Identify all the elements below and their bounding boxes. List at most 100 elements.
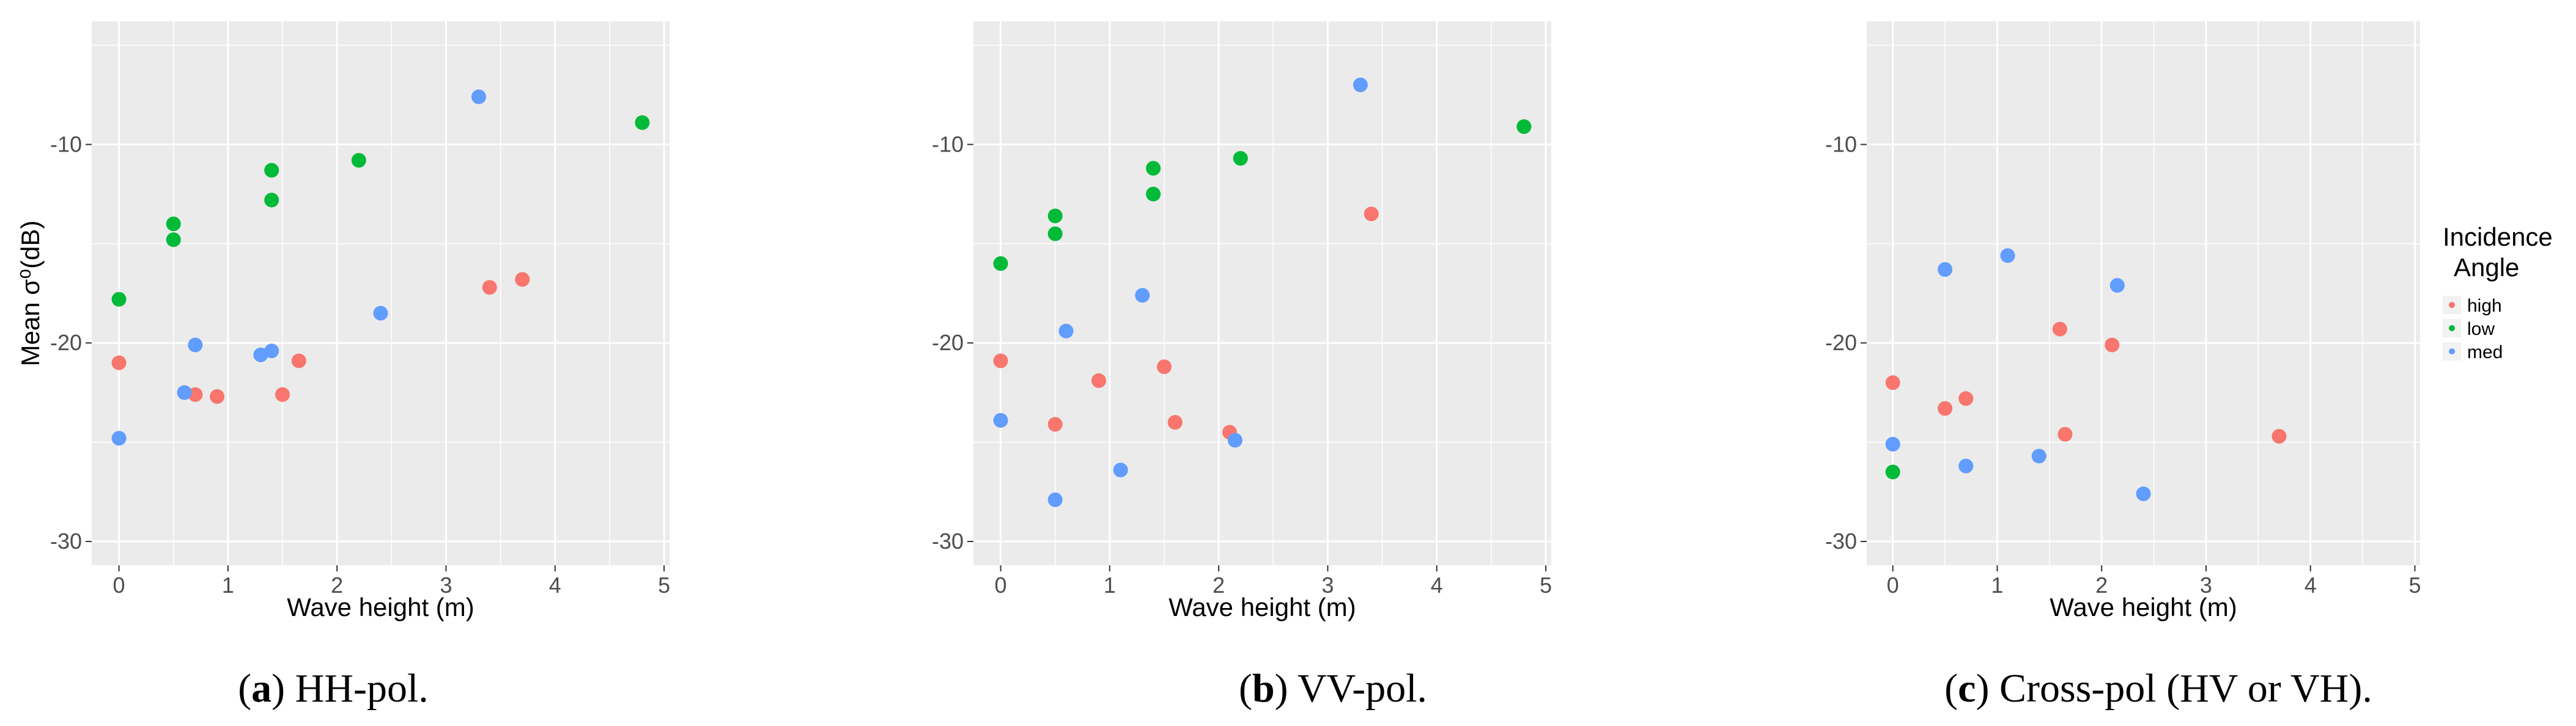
data-point-med <box>1113 463 1128 478</box>
caption-text: VV-pol. <box>1288 666 1427 711</box>
caption-paren-open: ( <box>1239 666 1252 711</box>
legend-label-med: med <box>2467 342 2503 362</box>
caption-text: HH-pol. <box>285 666 429 711</box>
data-point-high <box>2052 321 2067 337</box>
x-tick-label: 0 <box>995 573 1007 598</box>
caption-letter: a <box>251 666 271 711</box>
data-point-med <box>264 343 279 359</box>
data-point-low <box>1146 186 1161 202</box>
data-point-low <box>1047 226 1063 241</box>
plot-background <box>92 21 670 565</box>
caption-letter: c <box>1958 666 1976 711</box>
data-point-med <box>188 337 203 353</box>
x-tick-label: 1 <box>1104 573 1116 598</box>
x-tick-label: 4 <box>549 573 561 598</box>
data-point-low <box>635 115 650 130</box>
y-tick-label: -30 <box>932 529 964 554</box>
data-point-low <box>1516 119 1532 134</box>
plot-background <box>1867 21 2420 565</box>
legend-key-high <box>2449 302 2455 308</box>
caption-paren-open: ( <box>238 666 251 711</box>
data-point-med <box>2000 248 2015 263</box>
legend-title-line2: Angle <box>2454 253 2519 282</box>
y-tick-label: -10 <box>1825 131 1857 156</box>
y-tick-label: -10 <box>932 131 964 156</box>
y-tick-label: -20 <box>1825 330 1857 355</box>
chart-panel-cross: 0 1 2 3 4 5 -30 -20 -10 Wave height (m) (c) Cross-… <box>1825 21 2421 711</box>
data-point-high <box>2272 428 2287 444</box>
data-point-high <box>482 280 497 295</box>
data-point-high <box>2057 427 2073 442</box>
data-point-med <box>1047 492 1063 507</box>
legend: Incidence Angle high low med <box>2443 222 2553 362</box>
x-tick-label: 0 <box>113 573 125 598</box>
plot-background <box>973 21 1551 565</box>
panels: 0 1 2 3 4 5 -30 -20 -10 Wave height (m) Mean σ⁰(dB… <box>16 21 2421 711</box>
x-axis-title: Wave height (m) <box>2050 593 2237 622</box>
data-point-high <box>2105 337 2120 353</box>
data-point-med <box>1958 458 1974 474</box>
data-point-med <box>1058 323 1074 339</box>
y-tick-label: -20 <box>50 330 82 355</box>
x-tick-label: 5 <box>2408 573 2421 598</box>
x-tick-label: 5 <box>658 573 670 598</box>
data-point-low <box>166 232 181 248</box>
data-point-med <box>2136 486 2151 502</box>
x-tick-label: 3 <box>2200 573 2212 598</box>
data-point-high <box>1167 415 1183 430</box>
data-point-low <box>351 153 366 168</box>
data-point-low <box>1233 151 1248 166</box>
data-point-high <box>1364 207 1379 222</box>
legend-key-low <box>2449 325 2455 331</box>
legend-entries: high low med <box>2443 296 2503 362</box>
chart-panel-hh: 0 1 2 3 4 5 -30 -20 -10 Wave height (m) Mean σ⁰(dB… <box>16 21 670 711</box>
x-tick-label: 2 <box>2095 573 2108 598</box>
data-point-high <box>188 387 203 402</box>
caption-text: Cross-pol (HV or VH). <box>1989 666 2372 711</box>
x-axis-title: Wave height (m) <box>287 593 474 622</box>
subfigure-caption: (a) HH-pol. <box>238 666 429 711</box>
data-point-med <box>1353 77 1368 92</box>
data-point-high <box>275 387 290 402</box>
y-tick-label: -10 <box>50 131 82 156</box>
data-point-med <box>2031 449 2046 464</box>
x-tick-label: 4 <box>1431 573 1443 598</box>
subfigure-caption: (c) Cross-pol (HV or VH). <box>1944 666 2372 711</box>
caption-paren-close: ) <box>1275 666 1288 711</box>
x-tick-label: 1 <box>1991 573 2003 598</box>
data-point-high <box>291 353 306 369</box>
data-point-med <box>1227 433 1242 448</box>
data-point-high <box>210 389 225 404</box>
data-point-med <box>2109 278 2125 293</box>
data-point-high <box>515 272 530 287</box>
data-point-med <box>1938 262 1953 277</box>
data-point-low <box>264 193 279 208</box>
data-point-high <box>993 353 1008 369</box>
data-point-high <box>111 355 127 370</box>
data-point-high <box>1091 373 1107 388</box>
data-point-low <box>111 292 127 307</box>
data-point-high <box>1047 417 1063 432</box>
subfigure-caption: (b) VV-pol. <box>1239 666 1427 711</box>
x-tick-label: 1 <box>222 573 234 598</box>
y-tick-label: -30 <box>1825 529 1857 554</box>
x-axis-title: Wave height (m) <box>1168 593 1356 622</box>
data-point-high <box>1885 375 1900 391</box>
y-tick-label: -30 <box>50 529 82 554</box>
y-axis-title: Mean σ⁰(dB) <box>16 221 45 367</box>
data-point-high <box>1938 401 1953 416</box>
legend-label-low: low <box>2467 319 2495 339</box>
data-point-low <box>1146 161 1161 176</box>
data-point-med <box>993 413 1008 428</box>
legend-key-med <box>2449 348 2455 354</box>
legend-label-high: high <box>2467 296 2502 316</box>
data-point-low <box>264 163 279 178</box>
x-tick-label: 4 <box>2305 573 2317 598</box>
caption-paren-close: ) <box>271 666 285 711</box>
caption-paren-close: ) <box>1976 666 1989 711</box>
data-point-med <box>1135 288 1150 303</box>
chart-panel-vv: 0 1 2 3 4 5 -30 -20 -10 Wave height (m) (b) VV-pol… <box>932 21 1552 711</box>
caption-paren-open: ( <box>1944 666 1958 711</box>
data-point-low <box>1047 208 1063 224</box>
